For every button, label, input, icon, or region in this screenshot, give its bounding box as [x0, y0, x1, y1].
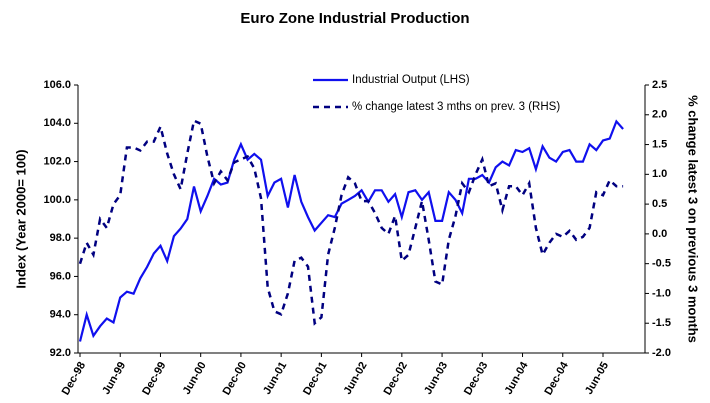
x-tick-label: Jun-01	[261, 360, 289, 397]
y-tick-label: 94.0	[50, 309, 71, 321]
y-axis-label: Index (Year 2000= 100)	[13, 149, 28, 288]
x-tick-label: Dec-99	[140, 360, 168, 397]
y-tick-label: 100.0	[43, 194, 71, 206]
y2-tick-label: 1.5	[652, 138, 667, 150]
y-tick-label: 96.0	[50, 270, 71, 282]
x-tick-label: Dec-01	[301, 360, 329, 397]
x-tick-label: Jun-03	[422, 360, 450, 397]
y2-tick-label: -1.5	[652, 317, 671, 329]
y2-tick-label: 2.5	[652, 79, 667, 91]
x-tick-label: Dec-03	[462, 360, 490, 397]
chart-title: Euro Zone Industrial Production	[240, 10, 469, 27]
y2-tick-label: 1.0	[652, 168, 667, 180]
x-tick-label: Jun-05	[583, 360, 611, 397]
series-line	[78, 119, 624, 342]
x-tick-label: Jun-04	[503, 359, 532, 396]
x-tick-label: Dec-00	[221, 360, 249, 397]
y2-tick-label: -1.0	[652, 287, 671, 299]
y-tick-label: 102.0	[43, 155, 71, 167]
x-tick-label: Jun-02	[342, 360, 370, 397]
y-tick-label: 98.0	[50, 232, 71, 244]
x-tick-label: Dec-02	[382, 360, 410, 397]
legend-label: % change latest 3 mths on prev. 3 (RHS)	[352, 101, 560, 113]
x-tick-label: Jun-00	[181, 360, 209, 397]
series-line	[78, 118, 624, 326]
y2-tick-label: -2.0	[652, 347, 671, 359]
y-tick-label: 106.0	[43, 79, 71, 91]
y2-tick-label: 2.0	[652, 109, 667, 121]
y2-axis-label: % change latest 3 on previous 3 months	[686, 95, 701, 343]
legend-label: Industrial Output (LHS)	[352, 74, 470, 86]
y2-tick-label: 0.5	[652, 198, 667, 210]
x-tick-label: Jun-99	[100, 360, 128, 397]
y2-tick-label: -0.5	[652, 258, 671, 270]
y2-tick-label: 0.0	[652, 228, 667, 240]
y-tick-label: 104.0	[43, 117, 71, 129]
y-tick-label: 92.0	[50, 347, 71, 359]
x-tick-label: Dec-98	[60, 360, 88, 397]
x-tick-label: Dec-04	[542, 359, 571, 397]
